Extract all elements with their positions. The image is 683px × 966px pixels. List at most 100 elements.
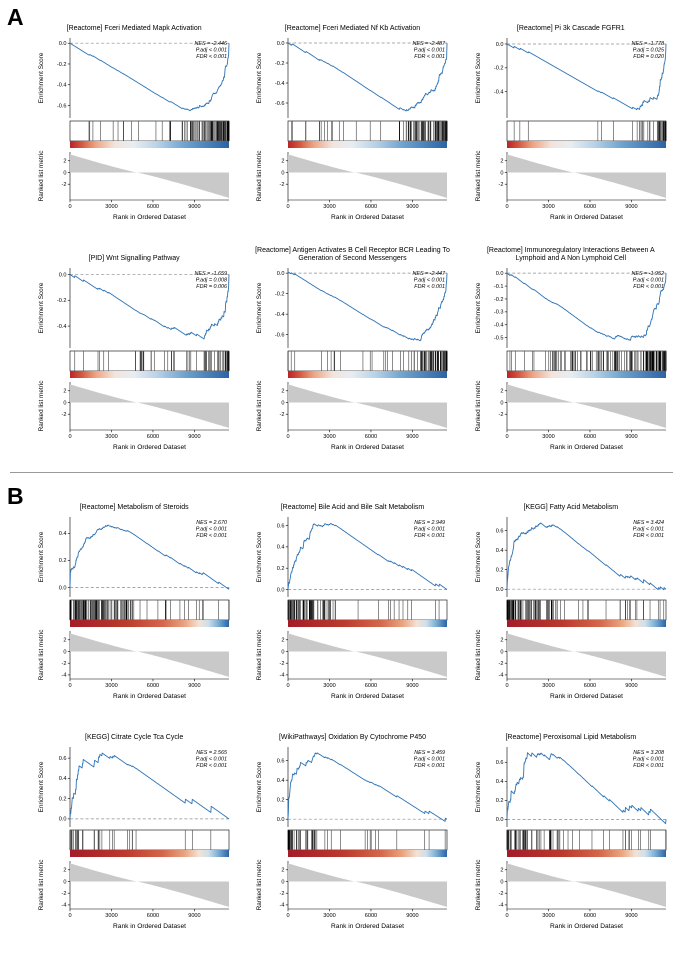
metric-panel: 2 0 -2 <box>62 382 230 431</box>
es-tick-label: 0.0 <box>277 587 285 593</box>
stat-line: P.adj = 0.025 <box>633 47 665 53</box>
x-axis-title: Rank in Ordered Dataset <box>332 923 405 930</box>
es-tick-label: 0.6 <box>59 756 67 762</box>
es-axis-title: Enrichment Score <box>38 531 45 582</box>
x-tick-label: 0 <box>505 913 508 919</box>
es-tick-label: -0.2 <box>57 298 67 304</box>
rug-ticks <box>291 121 448 141</box>
stat-line: FDR < 0.001 <box>415 54 446 60</box>
gsea-plot-A5: [Reactome] Antigen Activates B Cell Rece… <box>246 238 458 464</box>
es-curve <box>506 752 667 825</box>
metric-area <box>70 633 230 677</box>
stat-line: P.adj < 0.001 <box>414 47 445 53</box>
plot-title: [Reactome] Peroxisomal Lipid Metabolism <box>473 717 669 743</box>
x-tick-label: 0 <box>69 913 72 919</box>
metric-panel: 2 0 -2 -4 <box>62 631 230 680</box>
panel-B-grid: [Reactome] Metabolism of Steroids 0.0 0.2 0… <box>28 487 677 943</box>
rug-ticks <box>70 600 230 620</box>
x-tick-label: 3000 <box>105 913 117 919</box>
x-tick-label: 3000 <box>105 683 117 689</box>
x-tick-label: 6000 <box>365 913 377 919</box>
metric-axis-title: Ranked list metric <box>475 629 482 681</box>
panel-B-label: B <box>7 483 24 509</box>
x-axis-title: Rank in Ordered Dataset <box>332 444 405 451</box>
x-axis-title: Rank in Ordered Dataset <box>550 214 623 221</box>
es-tick-label: -0.6 <box>275 332 285 338</box>
es-tick-label: 0.0 <box>277 41 285 47</box>
metric-tick-label: -2 <box>280 661 285 667</box>
metric-tick-label: -2 <box>62 891 67 897</box>
stat-line: NES = 2.565 <box>196 750 228 756</box>
gsea-plot-B2: [Reactome] Bile Acid and Bile Salt Metab… <box>246 487 458 713</box>
gsea-plot-A2: [Reactome] Fceri Mediated Nf Kb Activati… <box>246 8 458 234</box>
metric-tick-label: 0 <box>64 170 67 176</box>
es-tick-label: -0.6 <box>57 103 67 109</box>
rug-box <box>506 120 667 142</box>
metric-area <box>506 633 666 677</box>
es-tick-label: 0.2 <box>59 796 67 802</box>
metric-area <box>506 384 666 428</box>
stat-line: FDR < 0.001 <box>415 284 446 290</box>
es-tick-label: 0.0 <box>496 42 504 48</box>
x-axis-title: Rank in Ordered Dataset <box>113 444 186 451</box>
x-tick-label: 0 <box>505 434 508 440</box>
plot-title: [KEGG] Citrate Cycle Tca Cycle <box>36 717 232 743</box>
x-axis-title: Rank in Ordered Dataset <box>550 693 623 700</box>
plot-title: [Reactome] Fceri Mediated Mapk Activatio… <box>36 8 232 34</box>
stat-line: FDR < 0.001 <box>415 533 446 539</box>
metric-tick-label: -4 <box>62 673 67 679</box>
metric-axis-title: Ranked list metric <box>256 859 263 911</box>
stat-line: FDR = 0.020 <box>633 54 664 60</box>
stat-line: NES = 2.670 <box>196 520 227 526</box>
rug-panel <box>506 599 667 621</box>
x-tick-label: 6000 <box>365 683 377 689</box>
stat-line: FDR < 0.001 <box>196 533 227 539</box>
es-tick-label: 0.6 <box>496 528 504 534</box>
es-tick-label: 0.0 <box>59 585 67 591</box>
stat-line: NES = -2.447 <box>413 271 447 277</box>
metric-area <box>506 154 666 198</box>
plot-title-text: [Reactome] Fceri Mediated Nf Kb Activati… <box>284 24 421 32</box>
gsea-plot-A3: [Reactome] Pi 3k Cascade FGFR1 0.0 -0.2 -0.… <box>465 8 677 234</box>
metric-area <box>288 154 448 198</box>
stat-line: NES = 3.208 <box>633 750 664 756</box>
stat-line: P.adj < 0.001 <box>196 526 227 532</box>
rank-colorbar <box>70 850 230 857</box>
metric-tick-label: -2 <box>498 661 503 667</box>
stat-line: P.adj < 0.001 <box>633 277 664 283</box>
rug-ticks <box>506 600 664 620</box>
metric-tick-label: -2 <box>498 182 503 188</box>
x-tick-label: 3000 <box>542 204 554 210</box>
stat-line: NES = -1.952 <box>631 271 664 277</box>
es-curve <box>288 752 448 822</box>
metric-area <box>288 863 448 907</box>
es-tick-label: 0.4 <box>59 531 67 537</box>
stat-line: P.adj < 0.001 <box>414 756 445 762</box>
plot-title-text: [KEGG] Citrate Cycle Tca Cycle <box>85 733 184 741</box>
rank-colorbar <box>70 141 230 148</box>
x-tick-label: 3000 <box>324 683 336 689</box>
metric-area <box>288 633 448 677</box>
es-axis-title: Enrichment Score <box>256 531 263 582</box>
metric-tick-label: -2 <box>62 412 67 418</box>
metric-axis-title: Ranked list metric <box>38 629 45 681</box>
rug-panel <box>506 829 667 851</box>
rug-panel <box>69 829 230 851</box>
